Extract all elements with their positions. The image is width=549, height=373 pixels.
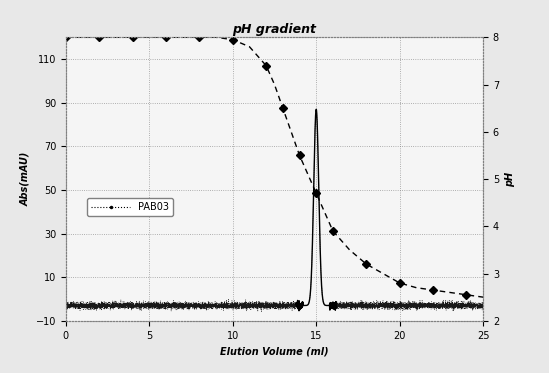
Y-axis label: Abs(mAU): Abs(mAU) (20, 152, 30, 206)
Y-axis label: pH: pH (505, 172, 514, 186)
X-axis label: Elution Volume (ml): Elution Volume (ml) (220, 346, 329, 356)
Legend: PAB03: PAB03 (87, 198, 173, 216)
Title: pH gradient: pH gradient (232, 23, 317, 36)
